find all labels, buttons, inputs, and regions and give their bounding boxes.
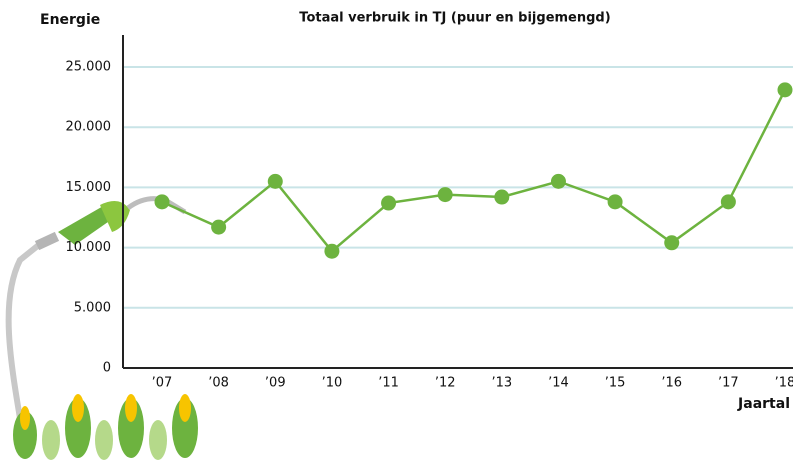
point: [551, 174, 566, 189]
chart-title: Totaal verbruik in TJ (puur en bijgemeng…: [299, 11, 610, 26]
y-tick-label: 25.000: [66, 60, 112, 75]
point: [494, 190, 509, 205]
point: [721, 194, 736, 209]
x-tick-label: ’09: [265, 376, 286, 391]
x-tick-label: ’14: [548, 376, 569, 391]
point: [381, 196, 396, 211]
y-tick-label: 10.000: [66, 240, 112, 255]
point: [608, 194, 623, 209]
point: [155, 194, 170, 209]
y-tick-label: 20.000: [66, 120, 112, 135]
x-tick-label: ’18: [775, 376, 793, 391]
chart: Totaal verbruik in TJ (puur en bijgemeng…: [0, 0, 793, 460]
point: [324, 244, 339, 259]
x-tick-label: ’08: [208, 376, 229, 391]
y-tick-label: 0: [103, 361, 111, 376]
point: [778, 82, 793, 97]
x-tick-label: ’10: [322, 376, 343, 391]
y-axis-label: Energie: [40, 12, 100, 28]
x-tick-label: ’12: [435, 376, 456, 391]
page: {"chart_data": {"type": "line", "title":…: [0, 0, 793, 460]
x-axis-label: Jaartal: [737, 396, 790, 412]
x-tick-label: ’16: [661, 376, 682, 391]
decoration: [9, 199, 198, 460]
x-tick-label: ’07: [152, 376, 173, 391]
point: [268, 174, 283, 189]
x-tick-label: ’13: [491, 376, 512, 391]
y-tick-label: 15.000: [66, 180, 112, 195]
point: [438, 187, 453, 202]
point: [211, 220, 226, 235]
x-tick-label: ’17: [718, 376, 739, 391]
y-tick-label: 5.000: [74, 300, 111, 315]
x-tick-label: ’15: [605, 376, 626, 391]
x-tick-label: ’11: [378, 376, 399, 391]
line: [162, 90, 785, 251]
point: [664, 235, 679, 250]
